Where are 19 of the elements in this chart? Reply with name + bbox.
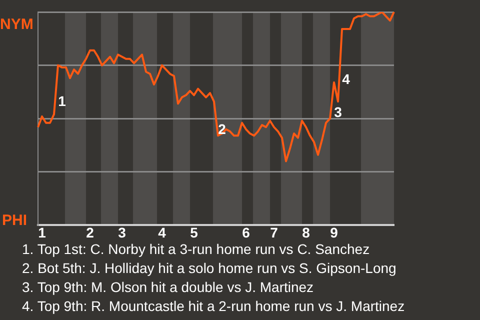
annotation: 1 xyxy=(58,92,66,109)
annotation: 3 xyxy=(334,104,342,120)
x-tick-label: 3 xyxy=(118,224,126,240)
x-tick-label: 2 xyxy=(86,224,94,240)
x-tick-label: 7 xyxy=(270,224,278,240)
x-tick-label: 4 xyxy=(158,224,166,240)
annotation: 2 xyxy=(218,120,226,137)
text: 1. Top 1st: C. Norby hit a 3-run home run vs C. Sanchez xyxy=(22,240,371,259)
text: NYM xyxy=(0,16,34,34)
x-tick-label: 6 xyxy=(242,224,250,240)
annotation: 4 xyxy=(342,70,350,87)
x-tick-label: 8 xyxy=(302,224,310,240)
text: PHI xyxy=(2,212,28,230)
x-tick-label: 1 xyxy=(38,224,46,240)
x-tick-label: 5 xyxy=(190,224,198,240)
text: 3. Top 9th: M. Olson hit a double vs J. Martinez xyxy=(22,278,315,297)
text: 2. Bot 5th: J. Holliday hit a solo home run vs S. Gipson-Long xyxy=(22,259,398,278)
x-tick-label: 9 xyxy=(330,224,338,240)
text: 4. Top 9th: R. Mountcastle hit a 2-run home run vs J. Martinez xyxy=(22,297,405,316)
